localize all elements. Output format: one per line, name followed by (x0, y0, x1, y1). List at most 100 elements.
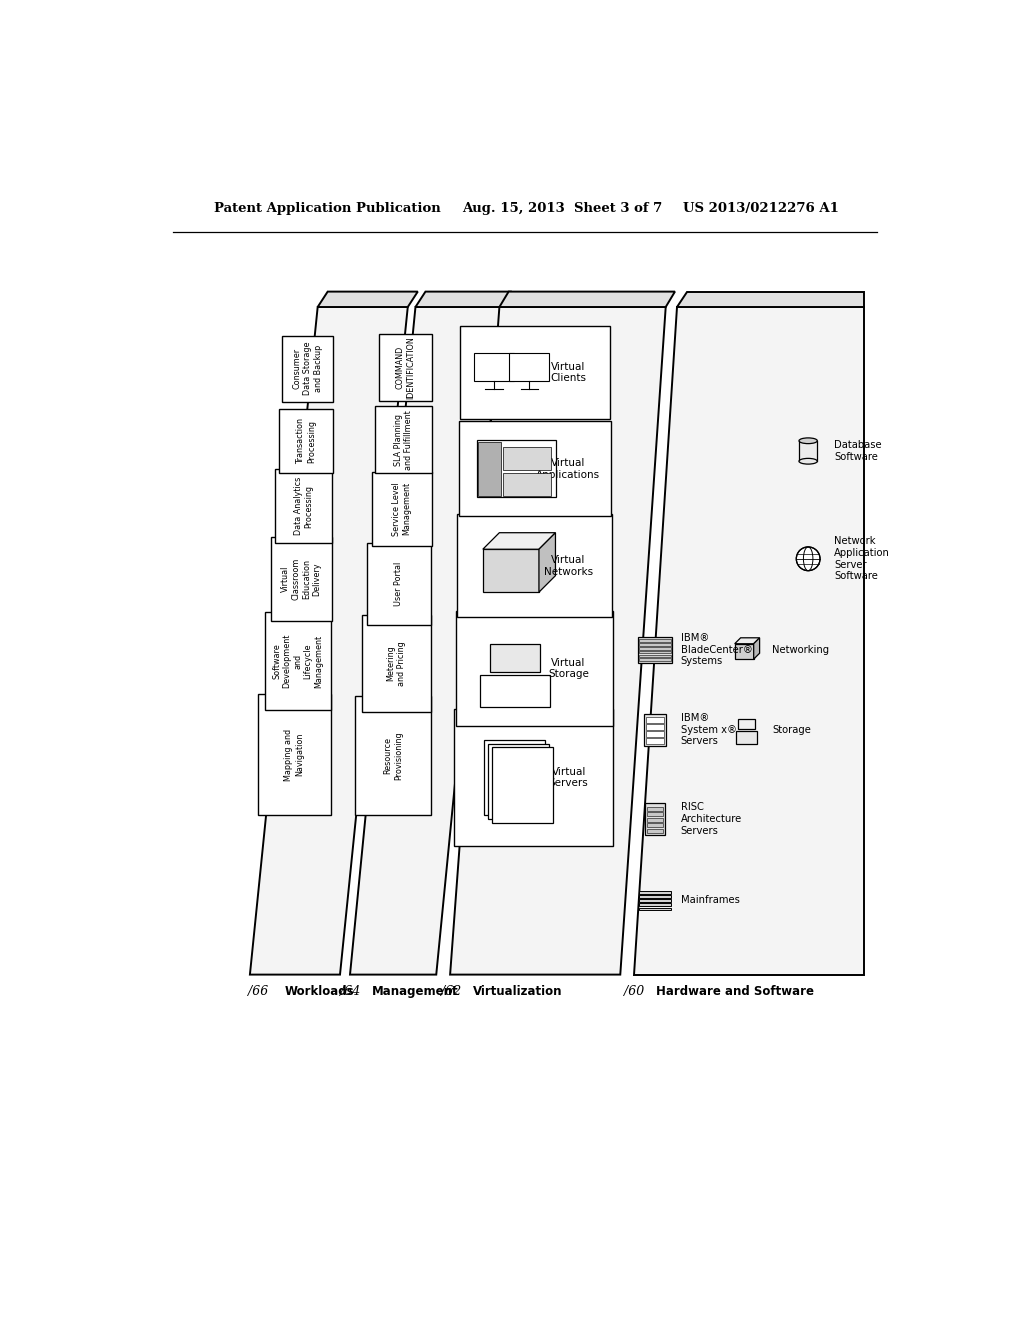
Bar (492, 747, 553, 822)
Bar (454, 709, 613, 846)
Ellipse shape (799, 458, 817, 465)
Polygon shape (250, 308, 408, 974)
Text: User Portal: User Portal (394, 562, 403, 606)
Polygon shape (634, 308, 863, 974)
Text: Workloads: Workloads (285, 985, 354, 998)
Polygon shape (451, 308, 666, 974)
Text: Patent Application Publication: Patent Application Publication (214, 202, 440, 215)
Text: /62: /62 (441, 985, 461, 998)
Bar (639, 639, 671, 642)
Bar (646, 718, 665, 723)
Text: Aug. 15, 2013  Sheet 3 of 7: Aug. 15, 2013 Sheet 3 of 7 (462, 202, 662, 215)
Text: /64: /64 (340, 985, 360, 998)
Polygon shape (677, 292, 863, 308)
Bar (647, 824, 664, 828)
Text: Transaction
Processing: Transaction Processing (296, 418, 315, 465)
Bar (646, 731, 665, 737)
Bar (459, 421, 611, 516)
Text: SLA Planning
and Fulfillment: SLA Planning and Fulfillment (394, 411, 414, 470)
Bar (645, 803, 665, 836)
Bar (638, 636, 672, 663)
Bar (280, 409, 333, 474)
Polygon shape (734, 638, 760, 644)
Text: COMMAND
IDENTIFICATION: COMMAND IDENTIFICATION (395, 337, 415, 399)
Bar (639, 655, 671, 657)
Bar (503, 447, 551, 470)
Bar (647, 807, 664, 810)
Bar (478, 442, 501, 496)
Text: Software
Development
and
Lifecycle
Management: Software Development and Lifecycle Manag… (272, 634, 323, 689)
Bar (355, 696, 431, 816)
Text: US 2013/0212276 A1: US 2013/0212276 A1 (683, 202, 840, 215)
Text: Management: Management (373, 985, 459, 998)
Bar (372, 471, 432, 545)
Bar (484, 739, 545, 816)
Bar (647, 818, 664, 822)
Circle shape (797, 546, 820, 570)
Text: /66: /66 (248, 985, 268, 998)
Bar (639, 647, 671, 649)
Bar (503, 473, 551, 496)
Bar (647, 829, 664, 833)
Bar (270, 537, 332, 622)
Bar (474, 352, 514, 381)
Bar (509, 352, 549, 381)
Text: Networking: Networking (772, 644, 829, 655)
Bar (275, 470, 333, 543)
Bar (646, 725, 665, 730)
Bar (639, 903, 671, 907)
Polygon shape (754, 638, 760, 659)
Text: Data Analytics
Processing: Data Analytics Processing (294, 477, 313, 535)
Polygon shape (483, 549, 539, 593)
Ellipse shape (799, 438, 817, 444)
Bar (639, 908, 671, 911)
Bar (639, 899, 671, 902)
Bar (647, 812, 664, 816)
Polygon shape (500, 292, 675, 308)
Bar (639, 895, 671, 898)
Text: Virtual
Classroom
Education
Delivery: Virtual Classroom Education Delivery (281, 558, 322, 601)
Bar (376, 407, 432, 474)
Bar (644, 714, 666, 746)
Text: Hardware and Software: Hardware and Software (655, 985, 814, 998)
Bar (460, 326, 610, 418)
Text: RISC
Architecture
Servers: RISC Architecture Servers (681, 803, 742, 836)
Bar (480, 675, 550, 708)
Bar (379, 334, 432, 401)
Bar (639, 891, 671, 894)
Bar (361, 615, 431, 711)
Text: Virtual
Clients: Virtual Clients (550, 362, 586, 383)
Text: Database
Software: Database Software (834, 440, 882, 462)
Bar (264, 612, 331, 710)
Text: IBM®
BladeCenter®
Systems: IBM® BladeCenter® Systems (681, 634, 753, 667)
Bar (367, 544, 431, 626)
Bar (639, 659, 671, 661)
Text: Service Level
Management: Service Level Management (392, 482, 412, 536)
Bar (639, 651, 671, 653)
Text: Virtual
Applications: Virtual Applications (537, 458, 600, 479)
Bar (477, 440, 556, 498)
Polygon shape (350, 308, 502, 974)
Polygon shape (539, 533, 555, 593)
Bar (488, 743, 549, 818)
Text: Consumer
Data Storage
and Backup: Consumer Data Storage and Backup (293, 342, 323, 396)
Polygon shape (416, 292, 512, 308)
Bar (738, 719, 755, 729)
Text: Virtual
Servers: Virtual Servers (549, 767, 589, 788)
Text: Virtual
Networks: Virtual Networks (544, 554, 593, 577)
Text: Mainframes: Mainframes (681, 895, 739, 906)
Text: Metering
and Pricing: Metering and Pricing (386, 642, 406, 686)
Bar (646, 738, 665, 743)
Bar (456, 611, 612, 726)
Text: Network
Application
Server
Software: Network Application Server Software (834, 536, 890, 581)
Bar (457, 515, 611, 618)
Bar (283, 335, 333, 401)
Text: FIG. 3: FIG. 3 (761, 820, 821, 837)
Polygon shape (483, 533, 555, 549)
Polygon shape (317, 292, 418, 308)
Polygon shape (734, 644, 754, 659)
Bar (736, 731, 758, 744)
Bar (258, 694, 331, 816)
Text: Mapping and
Navigation: Mapping and Navigation (285, 729, 304, 781)
Text: Virtual
Storage: Virtual Storage (548, 657, 589, 680)
